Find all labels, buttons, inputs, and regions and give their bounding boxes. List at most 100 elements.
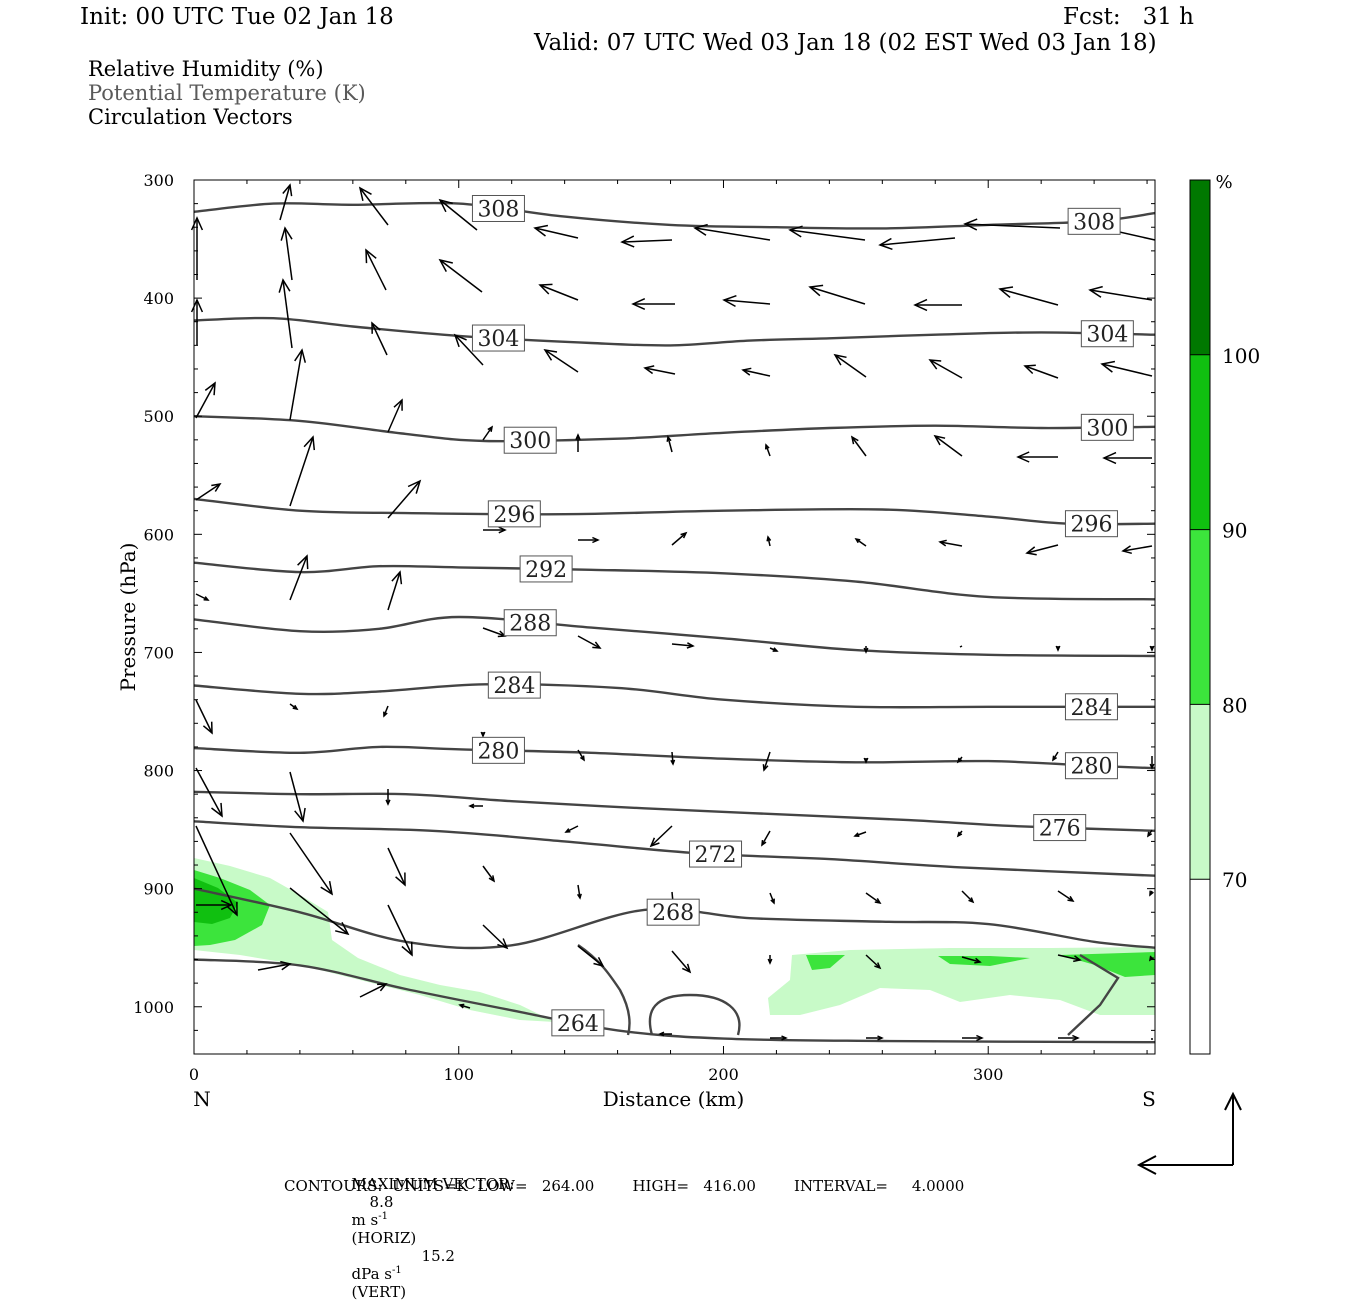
contour-label-box-272: [689, 840, 743, 868]
rh-colorbar: 70 80 90 100%: [1189, 172, 1260, 1055]
contour-label-308: 308: [477, 197, 519, 222]
x-tick-label: 0: [189, 1065, 199, 1084]
contour-264-south: [1067, 953, 1120, 1036]
contour-label-box-280: [471, 736, 525, 764]
x-tick-label: 100: [443, 1065, 474, 1084]
contour-label-box-300: [503, 426, 557, 454]
colorbar-label: 90: [1222, 519, 1247, 543]
y-tick-label: 500: [143, 407, 174, 426]
vert-exponent: -1: [391, 1265, 402, 1276]
circulation-vector: [766, 535, 772, 547]
colorbar-segment: [1190, 354, 1210, 530]
contour-label-284: 284: [1070, 696, 1112, 721]
colorbar-frame: [1189, 179, 1211, 1055]
contour-label-304: 304: [477, 327, 519, 352]
circulation-vector: [956, 756, 963, 764]
circulation-vector: [482, 627, 507, 638]
circulation-vector: [631, 298, 675, 310]
circulation-vector: [1052, 751, 1059, 762]
circulation-vector: [808, 284, 866, 305]
theta-contour-300: [193, 415, 1156, 443]
colorbar-segment: [1190, 879, 1210, 1054]
circulation-vector: [1102, 451, 1152, 465]
horiz-tag: (HORIZ): [351, 1229, 417, 1247]
contour-label-box-264: [551, 1009, 605, 1037]
circulation-vector: [480, 731, 486, 738]
contour-label-box-280: [1064, 752, 1118, 780]
circulation-vector: [1055, 645, 1061, 652]
circulation-vector: [854, 537, 867, 547]
x-axis-label: Distance (km): [603, 1087, 745, 1111]
rh-70-area-north: [194, 858, 555, 1022]
contour-label-box-304: [471, 324, 525, 352]
circulation-vector: [693, 223, 771, 241]
max-vector-label: MAXIMUM VECTOR:: [351, 1175, 515, 1193]
colorbar-label: 70: [1222, 868, 1247, 892]
circulation-vector: [649, 825, 673, 848]
circulation-vector: [387, 904, 413, 957]
colorbar-label: 80: [1222, 693, 1247, 717]
contour-label-300: 300: [509, 429, 551, 454]
circulation-vector: [438, 198, 478, 231]
circulation-vector: [280, 226, 293, 281]
horiz-units: m s: [351, 1211, 379, 1229]
circulation-vector: [671, 531, 688, 546]
x-tick-label: 200: [708, 1065, 739, 1084]
vert-tag: (VERT): [351, 1283, 407, 1301]
plot-axes: 300 400 500 600 700 800 900 1000 0 100 200 300 Dista…: [116, 171, 1156, 1111]
contour-label-box-300: [1080, 413, 1134, 441]
circulation-vector: [289, 435, 316, 507]
circulation-vector: [878, 237, 956, 251]
circulation-vector: [387, 570, 403, 611]
contour-label-264: 264: [557, 1012, 599, 1037]
circulation-vector: [577, 635, 602, 649]
contour-label-box-308: [471, 194, 525, 222]
theta-contour-304: [193, 316, 1156, 347]
legend-potential-temperature: Potential Temperature (K): [88, 81, 366, 105]
circulation-vector: [671, 950, 692, 974]
contour-label-296: 296: [1070, 513, 1112, 538]
circulation-vector: [998, 286, 1059, 306]
south-label: S: [1142, 1087, 1156, 1111]
circulation-vector: [620, 235, 673, 248]
circulation-vector: [643, 365, 676, 375]
circulation-vector: [195, 699, 213, 735]
circulation-vector: [453, 333, 484, 366]
circulation-vector: [741, 367, 771, 377]
contour-label-300: 300: [1086, 416, 1128, 441]
contour-label-box-304: [1080, 320, 1134, 348]
circulation-vector: [543, 348, 579, 373]
circulation-vector: [1149, 756, 1155, 770]
rh-90-area-north: [194, 878, 238, 924]
y-tick-label: 700: [143, 643, 174, 662]
legend-circulation-vectors: Circulation Vectors: [88, 105, 293, 129]
circulation-vector: [195, 825, 238, 917]
horiz-exponent: -1: [378, 1211, 388, 1222]
vert-units: dPa s: [351, 1265, 392, 1283]
circulation-vector: [956, 830, 963, 838]
circulation-vector: [850, 435, 867, 457]
circulation-vector: [959, 645, 963, 648]
circulation-vector: [1121, 545, 1153, 555]
contour-264-loop-1: [577, 944, 631, 1036]
circulation-vector: [190, 298, 204, 345]
circulation-vector: [1149, 890, 1154, 897]
contour-label-268: 268: [652, 901, 694, 926]
contour-label-box-268: [646, 898, 700, 926]
theta-contour-308: [193, 201, 1156, 230]
circulation-vector: [482, 425, 494, 441]
contour-label-box-288: [503, 609, 557, 637]
rh-80-area-south-1: [806, 955, 845, 970]
circulation-vector: [962, 1034, 984, 1042]
y-tick-label: 600: [143, 525, 174, 544]
circulation-vector: [963, 218, 1061, 231]
circulation-vector: [863, 646, 869, 654]
contour-label-308: 308: [1073, 210, 1115, 235]
circulation-vector: [1149, 645, 1155, 652]
circulation-vector: [458, 1003, 471, 1009]
circulation-vector: [533, 224, 579, 239]
circulation-vector: [866, 1035, 884, 1041]
circulation-vector: [577, 749, 585, 762]
circulation-vector: [371, 321, 388, 356]
circulation-vector: [788, 225, 866, 241]
